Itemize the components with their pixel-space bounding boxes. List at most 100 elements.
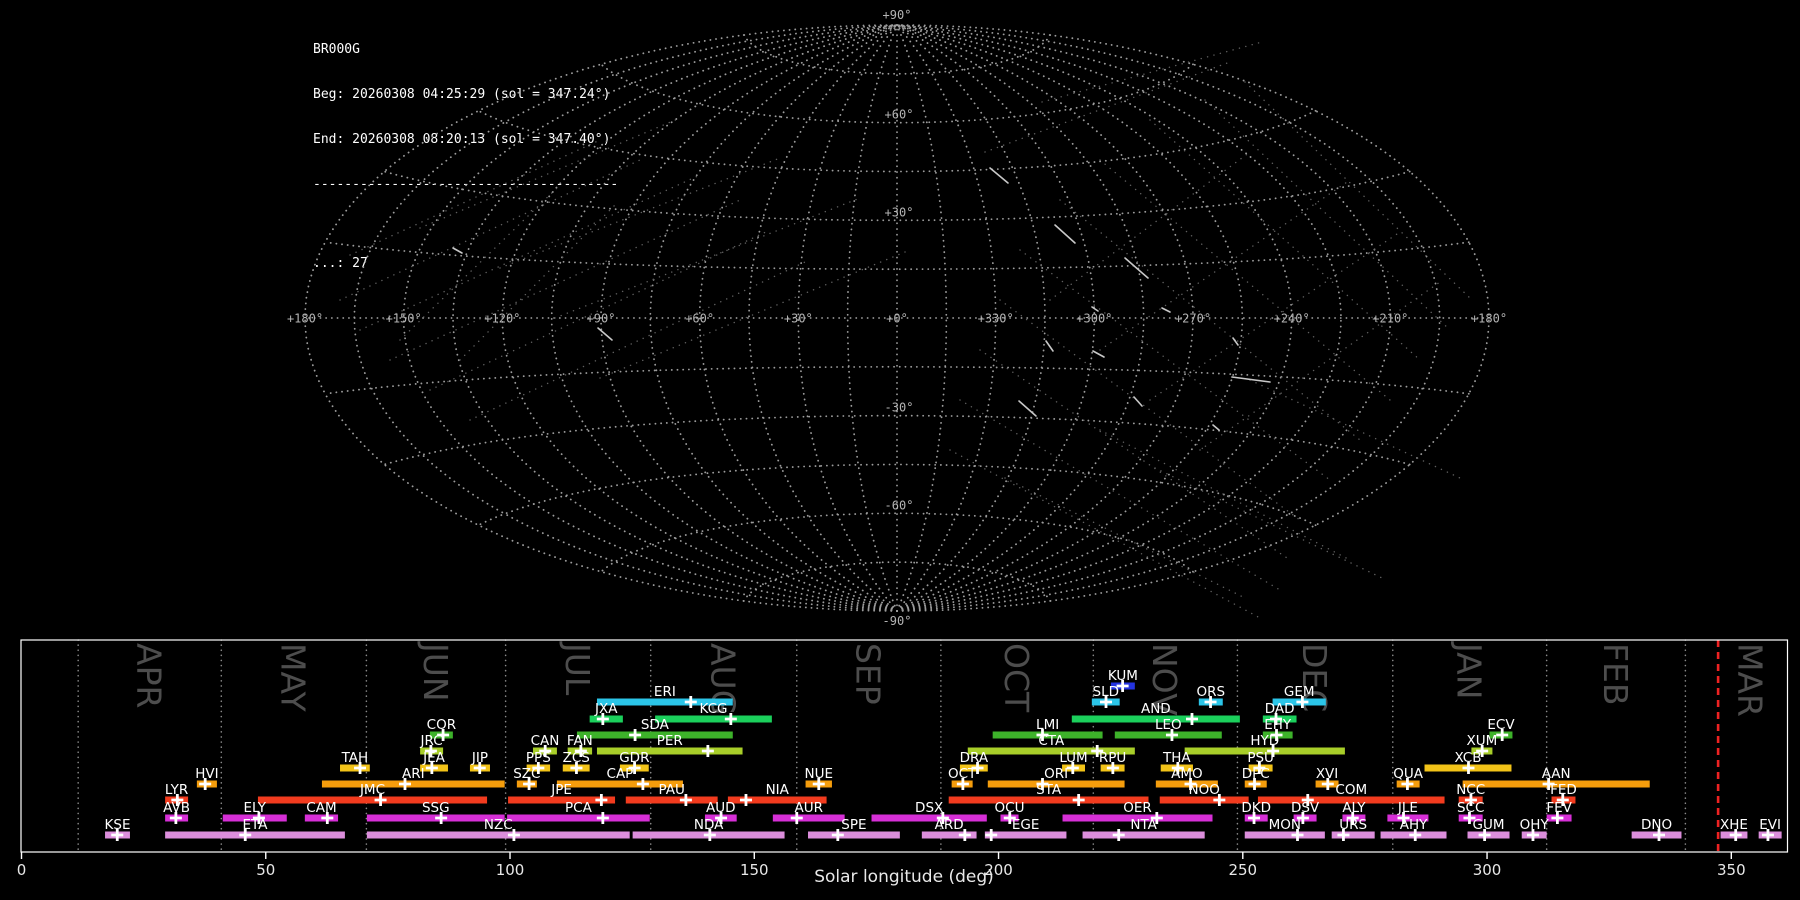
peak-marker <box>1526 829 1539 841</box>
north-pole-label: +90° <box>883 8 912 22</box>
meteor-segment <box>989 167 1009 184</box>
meteor-trail <box>1099 429 1351 561</box>
shower-code-label: SLD <box>1093 684 1120 700</box>
lon-grid-label: +180° <box>1471 312 1507 326</box>
lon-grid-label: +90° <box>587 312 616 326</box>
shower-code-label: JXA <box>594 701 618 717</box>
x-tick-label: 250 <box>1228 861 1257 879</box>
peak-marker <box>595 794 608 806</box>
lon-grid-label: +270° <box>1175 312 1211 326</box>
shower-bar <box>1062 814 1213 822</box>
meteor-trail <box>469 261 806 421</box>
meteor-trail <box>1244 81 1473 301</box>
peak-marker <box>715 812 728 824</box>
meteor-trail <box>949 449 1261 619</box>
peak-marker <box>425 762 438 774</box>
peak-marker <box>1464 794 1477 806</box>
session-info-block: BR000G Beg: 20260308 04:25:29 (sol = 347… <box>313 12 618 301</box>
peak-marker <box>1066 762 1079 774</box>
shower-code-label: TAH <box>341 750 369 766</box>
lon-grid-label: +210° <box>1372 312 1408 326</box>
peak-marker <box>570 762 583 774</box>
shower-code-label: DKD <box>1241 800 1271 816</box>
peak-marker <box>812 778 825 790</box>
x-tick-label: 350 <box>1717 861 1746 879</box>
meteor-trail <box>959 399 1281 591</box>
shower-code-label: OER <box>1123 800 1152 816</box>
shower-code-label: ARI <box>402 766 425 782</box>
shower-code-label: NUE <box>805 766 834 782</box>
grid-meridian <box>896 24 1441 612</box>
shower-code-label: KSE <box>105 817 131 833</box>
peak-marker <box>596 713 609 725</box>
meteor-trail <box>599 251 906 379</box>
shower-code-label: XUM <box>1467 733 1498 749</box>
lon-grid-label: +150° <box>386 312 422 326</box>
meteor-segment <box>1124 257 1149 279</box>
peak-marker <box>523 778 536 790</box>
peak-marker <box>1116 680 1129 692</box>
shower-code-label: HVI <box>195 766 218 782</box>
peak-marker <box>1184 778 1197 790</box>
shower-bar <box>165 831 345 839</box>
grid-parallel <box>600 512 1194 573</box>
month-label: NOV <box>1145 643 1184 716</box>
shower-bar <box>808 831 900 839</box>
peak-marker <box>1150 812 1163 824</box>
shower-bar <box>1184 747 1345 755</box>
lon-grid-label: +60° <box>685 312 714 326</box>
shower-code-label: LYR <box>165 782 188 798</box>
shower-code-label: KUM <box>1108 668 1138 684</box>
meteor-segment <box>597 327 613 341</box>
meteor-segment <box>1045 340 1054 352</box>
grid-meridian <box>600 24 898 612</box>
shower-code-label: HYD <box>1250 733 1279 749</box>
shower-code-label: AVB <box>163 800 190 816</box>
shower-code-label: PPS <box>526 750 551 766</box>
meteor-segment <box>1133 396 1143 407</box>
peak-marker <box>1091 745 1104 757</box>
shower-code-label: EGE <box>1012 817 1040 833</box>
peak-marker <box>374 794 387 806</box>
peak-marker <box>199 778 212 790</box>
month-label: MAR <box>1730 643 1769 717</box>
shower-code-label: COM <box>1335 782 1367 798</box>
meteor-trail <box>459 204 616 361</box>
meteor-trail <box>399 184 561 341</box>
shower-bar <box>508 796 616 804</box>
peak-marker <box>628 762 641 774</box>
shower-bar <box>727 796 827 804</box>
shower-bar <box>967 747 1135 755</box>
peak-marker <box>1072 794 1085 806</box>
peak-marker <box>437 729 450 741</box>
meteor-trail <box>1149 231 1401 401</box>
peak-marker <box>1653 829 1666 841</box>
shower-code-label: SZC <box>513 766 540 782</box>
peak-marker <box>473 762 486 774</box>
shower-bar <box>987 780 1125 788</box>
shower-code-label: AUD <box>706 800 736 816</box>
meteor-trail <box>1204 99 1451 331</box>
shower-code-label: FAN <box>567 733 593 749</box>
shower-code-label: ORS <box>1197 684 1226 700</box>
month-label: APR <box>129 643 168 708</box>
x-axis-title: Solar longitude (deg) <box>814 867 994 887</box>
shower-bar <box>625 796 718 804</box>
shower-bar <box>576 731 733 739</box>
shower-code-label: JEA <box>422 750 446 766</box>
sky-map-aitoff: +180° +150° +120° +90° +60° +30° +0° +330° +300°… <box>287 8 1507 628</box>
shower-code-label: DNO <box>1641 817 1672 833</box>
shower-code-label: LEO <box>1155 717 1182 733</box>
shower-activity-timeline: Solar longitude (deg) APR MAY JUN JUL AUG SEP… <box>17 639 1789 887</box>
month-label: SEP <box>849 643 888 705</box>
peak-marker <box>1171 762 1184 774</box>
shower-code-label: URS <box>1339 817 1367 833</box>
shower-code-label: LMI <box>1036 717 1059 733</box>
peak-marker <box>1270 713 1283 725</box>
shower-code-label: COR <box>427 717 456 733</box>
shower-bar <box>1071 715 1240 723</box>
shower-code-label: DSV <box>1291 800 1320 816</box>
shower-code-label: NZC <box>484 817 513 833</box>
shower-code-label: AMO <box>1171 766 1203 782</box>
